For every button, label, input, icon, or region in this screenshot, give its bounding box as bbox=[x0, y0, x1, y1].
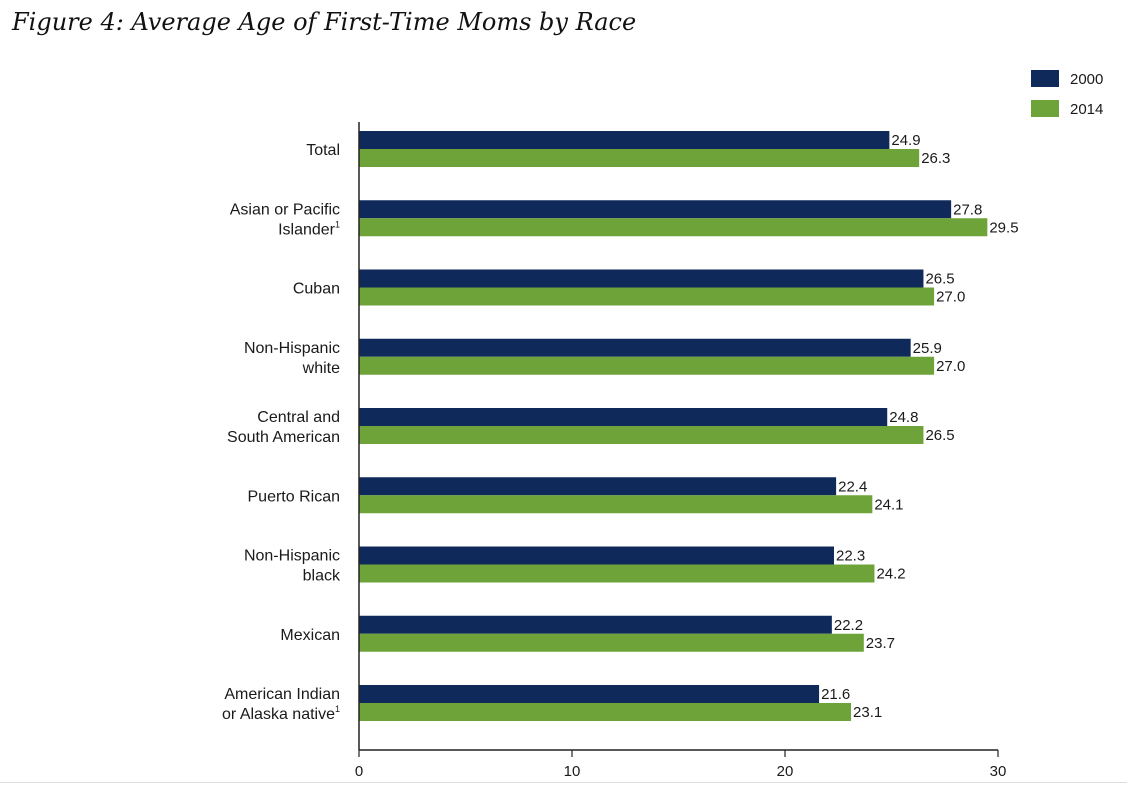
value-labels: 24.926.327.829.526.527.025.927.024.826.5… bbox=[821, 132, 1018, 721]
value-label-2000-2: 26.5 bbox=[925, 271, 954, 288]
bar-2000-3 bbox=[359, 338, 911, 357]
axes bbox=[358, 122, 998, 751]
value-label-2014-8: 23.1 bbox=[853, 704, 882, 721]
bar-2014-6 bbox=[359, 564, 875, 583]
bar-2014-1 bbox=[359, 218, 988, 237]
legend-swatch-2000 bbox=[1031, 70, 1059, 87]
value-label-2014-1: 29.5 bbox=[989, 219, 1018, 236]
value-label-2014-3: 27.0 bbox=[936, 358, 965, 375]
value-label-2000-0: 24.9 bbox=[891, 132, 920, 149]
category-label-1: Asian or Pacific Islander1 bbox=[230, 201, 340, 238]
bar-2000-1 bbox=[359, 200, 952, 219]
category-label-0: Total bbox=[306, 142, 340, 159]
value-label-2014-0: 26.3 bbox=[921, 150, 950, 167]
bar-2000-5 bbox=[359, 477, 837, 496]
category-labels: Total Asian or Pacific Islander1 Cuban Non-H… bbox=[222, 142, 341, 723]
bar-2000-0 bbox=[359, 131, 890, 149]
x-tick-label-10: 10 bbox=[564, 763, 581, 780]
bar-2014-5 bbox=[359, 495, 873, 514]
bars bbox=[359, 131, 988, 721]
value-label-2014-6: 24.2 bbox=[876, 566, 905, 583]
x-tick-label-0: 0 bbox=[355, 763, 363, 780]
category-label-8: American Indian or Alaska native1 bbox=[222, 686, 340, 723]
x-tick-label-30: 30 bbox=[990, 763, 1007, 780]
bar-2014-2 bbox=[359, 287, 935, 306]
bar-2014-3 bbox=[359, 356, 935, 375]
value-label-2014-2: 27.0 bbox=[936, 289, 965, 306]
x-axis-ticks: 0 10 20 30 bbox=[355, 750, 1007, 780]
legend-label-2000: 2000 bbox=[1070, 71, 1103, 88]
value-label-2014-4: 26.5 bbox=[925, 427, 954, 444]
category-label-5: Puerto Rican bbox=[248, 488, 341, 505]
bar-2014-8 bbox=[359, 703, 852, 721]
bar-2000-8 bbox=[359, 685, 820, 703]
bar-2000-2 bbox=[359, 269, 924, 288]
bar-2000-4 bbox=[359, 408, 888, 426]
legend-swatch-2014 bbox=[1031, 100, 1059, 117]
value-label-2000-6: 22.3 bbox=[836, 548, 865, 565]
bar-2014-0 bbox=[359, 149, 920, 167]
value-label-2000-3: 25.9 bbox=[913, 340, 942, 357]
bar-2000-7 bbox=[359, 615, 832, 634]
bar-2000-6 bbox=[359, 546, 834, 565]
legend: 2000 2014 bbox=[1031, 70, 1103, 118]
value-label-2000-7: 22.2 bbox=[834, 617, 863, 634]
x-tick-label-20: 20 bbox=[777, 763, 794, 780]
category-label-2: Cuban bbox=[293, 281, 340, 298]
category-label-7: Mexican bbox=[280, 627, 340, 644]
value-label-2000-5: 22.4 bbox=[838, 478, 867, 495]
bar-2014-7 bbox=[359, 633, 864, 652]
value-label-2000-8: 21.6 bbox=[821, 686, 850, 703]
chart-title: Figure 4: Average Age of First-Time Moms… bbox=[12, 8, 637, 36]
value-label-2014-7: 23.7 bbox=[866, 635, 895, 652]
category-label-6: Non-Hispanic black bbox=[244, 548, 341, 585]
legend-label-2014: 2014 bbox=[1070, 101, 1103, 118]
value-label-2014-5: 24.1 bbox=[874, 496, 903, 513]
page-divider bbox=[0, 782, 1127, 783]
value-label-2000-1: 27.8 bbox=[953, 201, 982, 218]
value-label-2000-4: 24.8 bbox=[889, 409, 918, 426]
category-label-3: Non-Hispanic white bbox=[244, 340, 340, 377]
category-label-4: Central and South American bbox=[227, 409, 340, 446]
bar-2014-4 bbox=[359, 426, 924, 444]
